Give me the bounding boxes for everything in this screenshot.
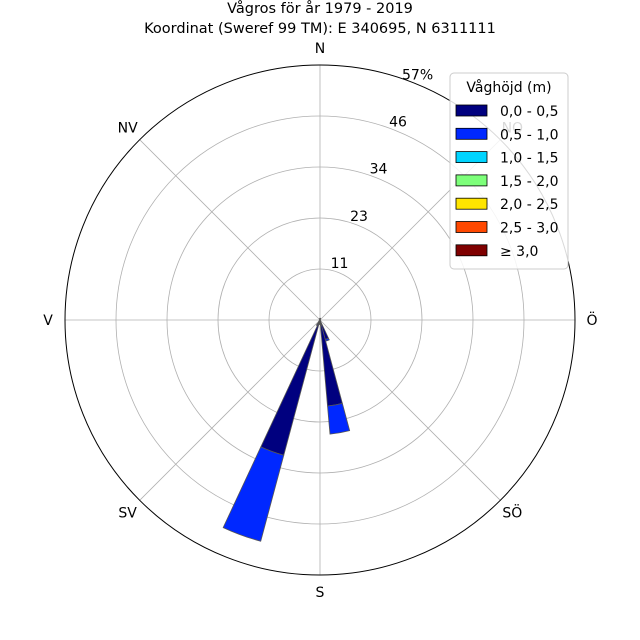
direction-label-1: N — [315, 41, 325, 57]
legend-swatch-5 — [455, 197, 488, 210]
legend-swatch-6 — [455, 221, 488, 233]
radial-tick-2: 23 — [350, 209, 368, 225]
bar-210deg-bin-2 — [315, 323, 319, 327]
wave-height-bars — [222, 317, 351, 542]
direction-label-4: SÖ — [502, 503, 522, 521]
grid-spoke — [139, 139, 321, 321]
legend-label-2: 0,5 - 1,0 — [500, 127, 558, 143]
grid-spoke — [319, 319, 501, 501]
chart-title-line-2: Koordinat (Sweref 99 TM): E 340695, N 63… — [144, 21, 496, 37]
legend-label-5: 2,0 - 2,5 — [500, 197, 558, 213]
legend-title: Våghöjd (m) — [466, 79, 551, 96]
legend-swatch-2 — [455, 127, 488, 140]
legend-swatch-3 — [455, 151, 488, 164]
legend-label-7: ≥ 3,0 — [500, 244, 538, 260]
legend-label-3: 1,0 - 1,5 — [500, 151, 558, 167]
bar-170deg-bin-2 — [327, 402, 351, 435]
legend: Våghöjd (m) 0,0 - 0,5 0,5 - 1,0 1,0 - 1,5 1… — [449, 72, 569, 270]
direction-label-3: Ö — [586, 311, 597, 329]
radial-tick-5: 57% — [402, 67, 433, 83]
radial-tick-labels: 11 23 34 46 57% — [331, 67, 434, 271]
direction-label-5: S — [316, 585, 325, 601]
legend-items: 0,0 - 0,5 0,5 - 1,0 1,0 - 1,5 1,5 - 2,0 2,0 … — [455, 104, 558, 260]
radial-tick-3: 34 — [370, 162, 388, 178]
polar-grid — [64, 64, 576, 576]
legend-swatch-7 — [455, 244, 488, 257]
radial-tick-4: 46 — [389, 115, 407, 131]
direction-label-6: SV — [118, 505, 137, 521]
bar-170deg-bin-1 — [319, 319, 343, 407]
radial-tick-1: 11 — [331, 256, 349, 272]
chart-title-line-1: Vågros för år 1979 - 2019 — [227, 0, 413, 17]
legend-frame — [449, 72, 569, 270]
bar-200deg-bin-1 — [260, 319, 321, 456]
legend-label-4: 1,5 - 2,0 — [500, 174, 558, 190]
legend-swatch-4 — [455, 174, 488, 187]
polar-outline — [64, 64, 576, 576]
bar-200deg-bin-2 — [222, 446, 285, 542]
legend-label-1: 0,0 - 0,5 — [500, 104, 558, 120]
direction-label-7: V — [43, 313, 53, 329]
legend-label-6: 2,5 - 3,0 — [500, 221, 558, 237]
direction-label-8: NV — [118, 121, 138, 137]
grid-spoke — [139, 319, 321, 501]
legend-swatch-1 — [455, 104, 488, 117]
